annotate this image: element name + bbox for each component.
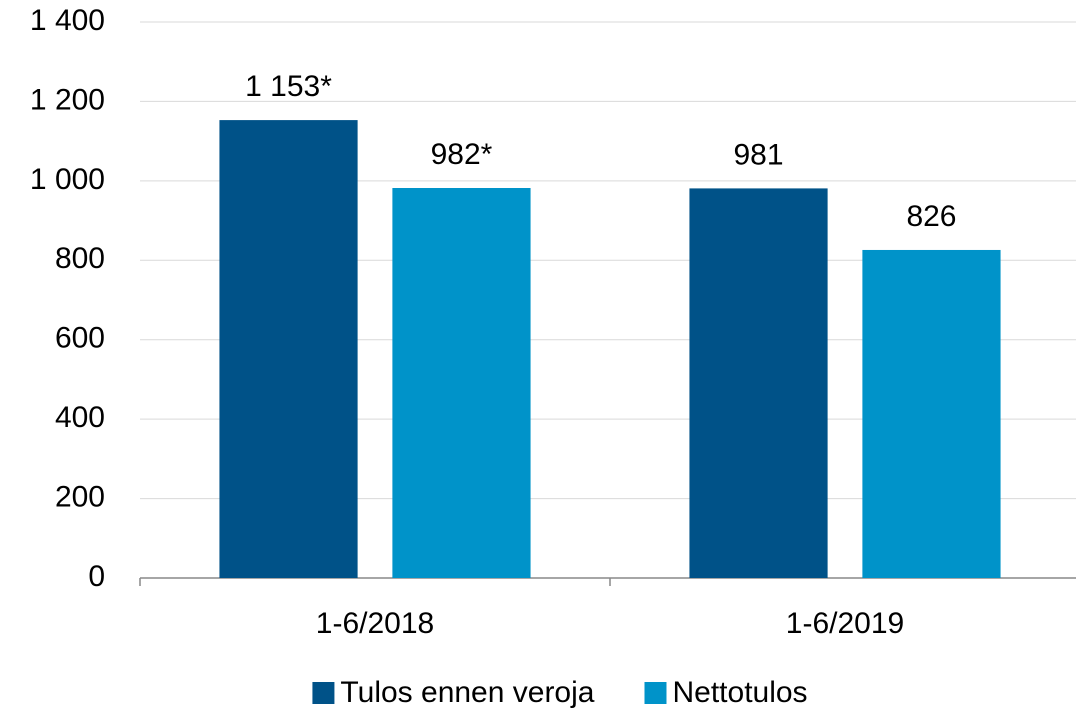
bar xyxy=(862,249,1001,578)
value-label: 982* xyxy=(431,138,493,171)
y-tick-label: 0 xyxy=(88,560,105,593)
y-tick-label: 1 000 xyxy=(30,163,105,196)
bar xyxy=(392,188,531,578)
y-tick-label: 200 xyxy=(55,480,105,513)
legend-swatch xyxy=(644,682,667,704)
legend-label: Nettotulos xyxy=(672,676,807,709)
y-tick-label: 800 xyxy=(55,242,105,275)
value-label: 826 xyxy=(906,200,956,233)
legend-label: Tulos ennen veroja xyxy=(340,676,594,709)
x-tick-label: 1-6/2019 xyxy=(786,607,904,640)
x-tick-label: 1-6/2018 xyxy=(316,607,434,640)
y-tick-label: 600 xyxy=(55,322,105,355)
y-tick-label: 400 xyxy=(55,401,105,434)
bar xyxy=(219,120,358,578)
y-tick-label: 1 400 xyxy=(30,4,105,37)
y-tick-label: 1 200 xyxy=(30,83,105,116)
legend-swatch xyxy=(312,682,335,704)
bar xyxy=(689,188,828,578)
value-label: 981 xyxy=(733,138,783,171)
value-label: 1 153* xyxy=(245,70,332,103)
